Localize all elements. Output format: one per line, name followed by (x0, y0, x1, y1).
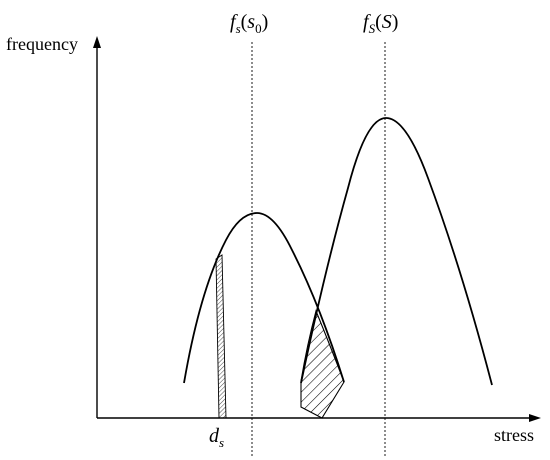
x-axis-arrowhead (529, 414, 541, 422)
left-distribution-curve (183, 212, 345, 384)
y-axis-label: frequency (6, 34, 78, 54)
y-axis-arrowhead (93, 36, 101, 48)
ds-label: ds (209, 425, 224, 450)
ds-hatched-strip (215, 254, 227, 419)
left-curve-label: fs(s0) (230, 11, 268, 36)
right-distribution-curve (300, 117, 493, 386)
x-axis-label: stress (494, 425, 534, 445)
right-curve-label: fS(S) (363, 11, 398, 36)
